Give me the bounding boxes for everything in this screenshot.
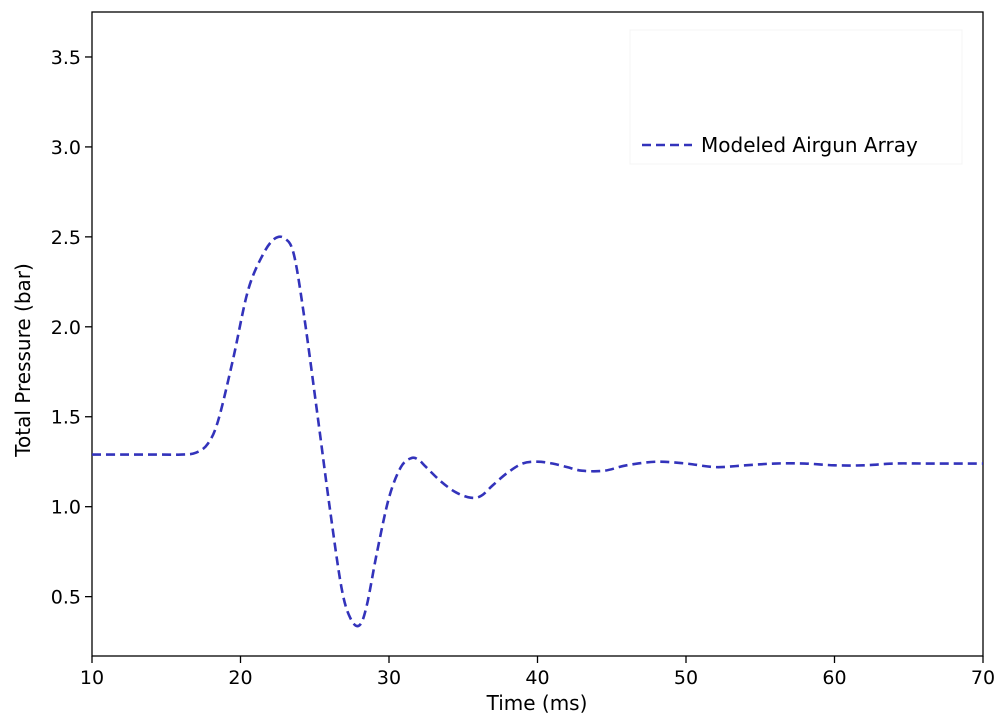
y-axis-label: Total Pressure (bar)	[11, 263, 35, 458]
x-tick-label: 70	[971, 667, 995, 689]
x-axis-label: Time (ms)	[486, 691, 588, 715]
y-tick-label: 1.0	[51, 497, 81, 519]
y-tick-label: 0.5	[51, 587, 81, 609]
y-axis-ticks: 0.5 1.0 1.5 2.0 2.5 3.0 3.5	[51, 47, 92, 609]
legend-label-modeled-airgun-array: Modeled Airgun Array	[701, 133, 918, 157]
x-axis-ticks: 10 20 30 40 50 60 70	[80, 656, 995, 689]
y-tick-label: 1.5	[51, 407, 81, 429]
series-layer	[92, 235, 983, 628]
y-tick-label: 2.0	[51, 317, 81, 339]
y-tick-label: 2.5	[51, 227, 81, 249]
y-tick-label: 3.5	[51, 47, 81, 69]
series-line-modeled-airgun-array	[92, 235, 983, 628]
x-tick-label: 30	[377, 667, 401, 689]
x-tick-label: 20	[228, 667, 252, 689]
x-tick-label: 60	[822, 667, 846, 689]
x-tick-label: 40	[525, 667, 549, 689]
y-tick-label: 3.0	[51, 137, 81, 159]
legend: Modeled Airgun Array	[629, 29, 963, 165]
x-tick-label: 10	[80, 667, 104, 689]
x-tick-label: 50	[674, 667, 698, 689]
legend-box	[629, 29, 963, 165]
